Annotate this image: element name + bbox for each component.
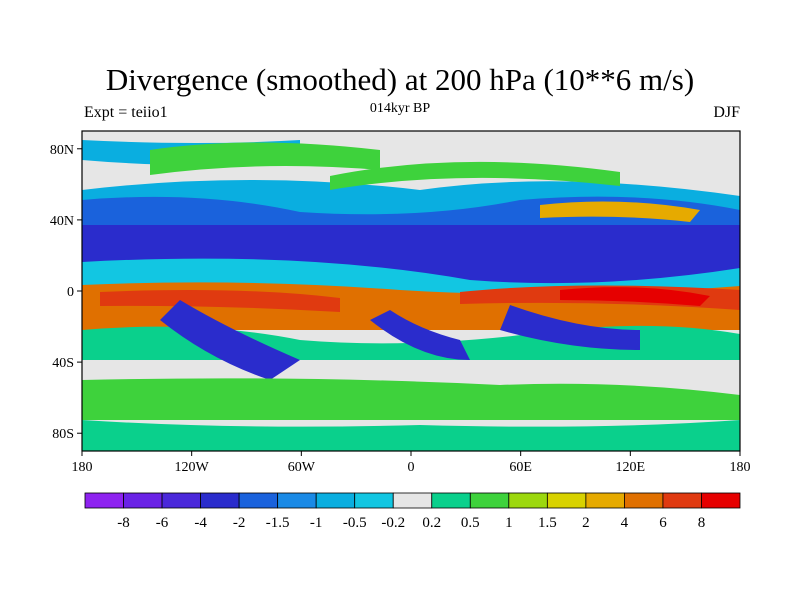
lat-tick-label: 80S	[52, 427, 74, 442]
lon-tick-label: 60W	[288, 460, 316, 475]
colorbar-label: 0.5	[461, 515, 480, 531]
colorbar-label: -1.5	[266, 515, 290, 531]
colorbar-label: -1	[310, 515, 323, 531]
lon-tick-label: 120W	[175, 460, 210, 475]
lon-tick-label: 120E	[616, 460, 646, 475]
colorbar-swatch	[624, 492, 664, 509]
colorbar-swatch	[431, 492, 471, 509]
colorbar-swatch	[238, 492, 279, 509]
lon-tick-label: 180	[730, 460, 751, 475]
colorbar-label: 4	[621, 515, 629, 531]
latitude-ticks: 80N 40N 0 40S 80S	[50, 143, 82, 442]
colorbar-swatch	[469, 492, 510, 509]
lat-tick-label: 40N	[50, 214, 74, 229]
colorbar-label: -0.2	[381, 515, 405, 531]
colorbar-swatch	[354, 492, 394, 509]
colorbar-swatch	[662, 492, 702, 509]
colorbar-label: 0.2	[422, 515, 441, 531]
colorbar-label: 1	[505, 515, 513, 531]
lat-tick-label: 0	[67, 285, 74, 300]
time-label: 014kyr BP	[369, 101, 431, 116]
experiment-label: Expt = teiio1	[84, 104, 168, 121]
colorbar-label: -4	[194, 515, 207, 531]
lon-tick-label: 60E	[509, 460, 532, 475]
colorbar-label: -6	[156, 515, 169, 531]
plot-title: Divergence (smoothed) at 200 hPa (10**6 …	[105, 62, 695, 97]
lon-tick-label: 180	[72, 460, 93, 475]
colorbar-swatch	[161, 492, 201, 509]
lat-tick-label: 40S	[52, 356, 74, 371]
colorbar-swatch	[84, 492, 124, 509]
colorbar-swatch	[585, 492, 625, 509]
contour-field	[82, 131, 740, 451]
colorbar: -8 -6 -4 -2 -1.5 -1 -0.5 -0.2 0.2 0.5 1 1.5 2 4 6 8	[84, 492, 741, 531]
colorbar-swatch	[200, 492, 240, 509]
colorbar-swatch	[392, 492, 433, 509]
colorbar-swatch	[123, 492, 163, 509]
colorbar-swatch	[315, 492, 356, 509]
colorbar-swatch	[701, 492, 741, 509]
colorbar-label: -0.5	[343, 515, 367, 531]
colorbar-label: -8	[117, 515, 130, 531]
lon-tick-label: 0	[408, 460, 415, 475]
colorbar-label: 1.5	[538, 515, 557, 531]
season-label: DJF	[713, 104, 740, 121]
longitude-ticks: 180 120W 60W 0 60E 120E 180	[72, 451, 751, 475]
colorbar-label: 8	[698, 515, 706, 531]
colorbar-swatch	[508, 492, 548, 509]
colorbar-label: 2	[582, 515, 590, 531]
colorbar-label: 6	[659, 515, 667, 531]
colorbar-swatch	[277, 492, 317, 509]
colorbar-swatch	[546, 492, 587, 509]
lat-tick-label: 80N	[50, 143, 74, 158]
colorbar-label: -2	[233, 515, 246, 531]
